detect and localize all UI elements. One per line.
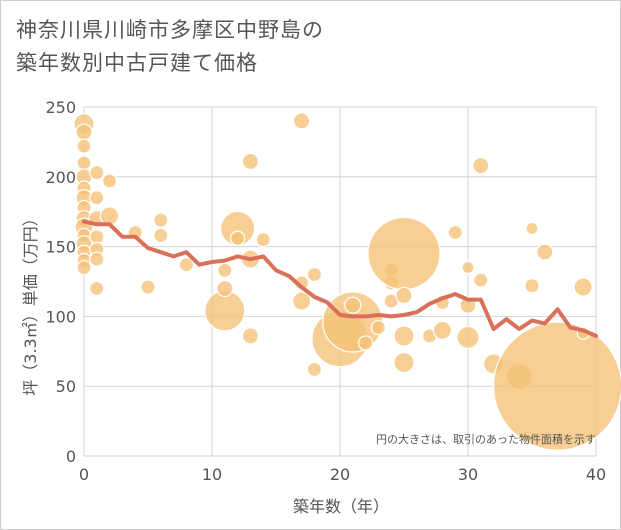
bubble-point bbox=[89, 165, 105, 181]
y-tick-label: 250 bbox=[45, 98, 76, 117]
y-tick-label: 200 bbox=[45, 168, 76, 187]
bubble-point bbox=[473, 272, 489, 288]
x-axis-title: 築年数（年） bbox=[293, 497, 389, 516]
x-tick-label: 0 bbox=[79, 465, 89, 484]
bubble-point bbox=[524, 278, 540, 294]
x-tick-label: 20 bbox=[330, 465, 350, 484]
bubble-point bbox=[76, 138, 92, 154]
bubble-point bbox=[241, 152, 259, 171]
bubble-point bbox=[536, 243, 554, 261]
bubble-size-note: 円の大きさは、取引のあった物件面積を示す bbox=[376, 432, 596, 446]
bubble-point bbox=[292, 291, 312, 311]
bubble-point bbox=[178, 257, 194, 273]
bubble-point bbox=[306, 361, 322, 378]
bubble-point bbox=[89, 190, 105, 206]
title-line-1: 神奈川県川崎市多摩区中野島の bbox=[16, 18, 324, 42]
tick-labels: 0 10 20 30 40 0 50 100 150 200 250 bbox=[45, 98, 606, 484]
bubble-point bbox=[344, 296, 362, 314]
bubble-point bbox=[153, 212, 169, 228]
bubbles bbox=[73, 112, 621, 451]
bubble-point bbox=[395, 286, 413, 305]
trend-lines bbox=[82, 219, 598, 338]
bubble-point bbox=[241, 327, 259, 345]
bubble-point bbox=[101, 173, 118, 189]
bubble-point bbox=[472, 157, 490, 175]
bubble-point bbox=[293, 112, 311, 130]
y-tick-label: 100 bbox=[45, 307, 76, 326]
bubble-point bbox=[230, 230, 246, 246]
y-tick-label: 0 bbox=[66, 447, 76, 466]
bubble-point bbox=[306, 266, 322, 283]
bubble-point bbox=[99, 206, 120, 226]
bubble-point bbox=[216, 279, 234, 298]
x-tick-label: 10 bbox=[202, 465, 222, 484]
y-tick-label: 150 bbox=[45, 238, 76, 257]
bubble-point bbox=[76, 155, 92, 171]
average-price-line bbox=[82, 219, 598, 338]
bubble-point bbox=[358, 335, 374, 351]
bubble-point bbox=[89, 229, 105, 245]
bubble-point bbox=[393, 325, 415, 347]
bubble-point bbox=[255, 232, 271, 248]
bubble-point bbox=[89, 251, 105, 267]
bubble-point bbox=[153, 227, 169, 244]
bubble-point bbox=[370, 319, 386, 336]
bubble-point bbox=[140, 279, 156, 295]
bubble-point bbox=[89, 280, 105, 297]
bubble-point bbox=[493, 321, 621, 451]
bubble-point bbox=[432, 320, 452, 340]
bubble-point bbox=[75, 123, 93, 141]
bubble-point bbox=[393, 351, 415, 374]
y-tick-label: 50 bbox=[56, 377, 76, 396]
x-tick-label: 40 bbox=[586, 465, 606, 484]
bubble-point bbox=[447, 225, 463, 241]
x-tick-label: 30 bbox=[458, 465, 478, 484]
bubble-point bbox=[456, 325, 480, 349]
y-axis-title: 坪（3.3㎡）単価（万円） bbox=[21, 210, 40, 395]
chart-title: 神奈川県川崎市多摩区中野島の 築年数別中古戸建て価格 bbox=[16, 14, 324, 80]
bubble-point bbox=[76, 259, 92, 276]
bubble-point bbox=[217, 262, 233, 278]
bubble-point bbox=[573, 277, 593, 297]
title-line-2: 築年数別中古戸建て価格 bbox=[16, 51, 258, 75]
bubble-point bbox=[525, 221, 539, 236]
bubble-point bbox=[461, 260, 475, 275]
bubble-point bbox=[367, 216, 441, 291]
